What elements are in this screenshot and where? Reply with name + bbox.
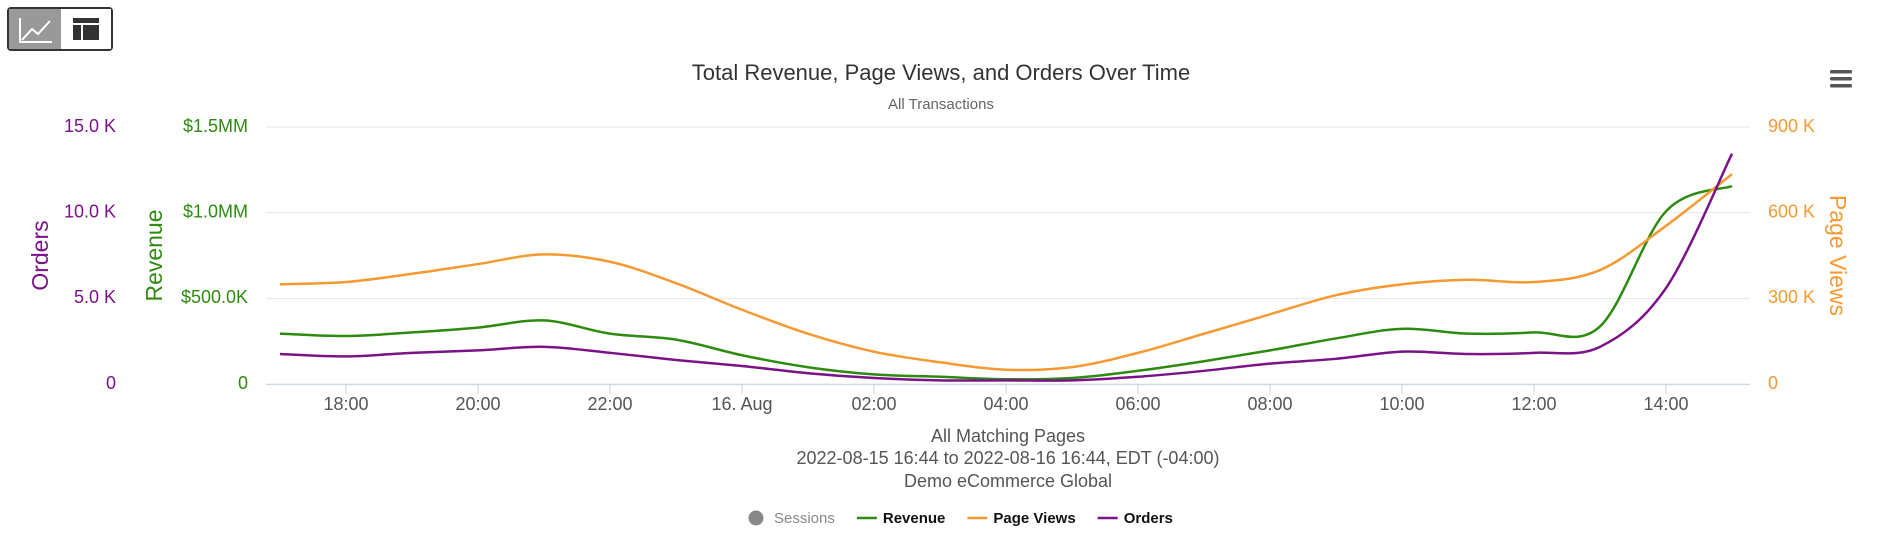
chart-title: Total Revenue, Page Views, and Orders Ov… [692,60,1191,85]
legend-item[interactable]: Page Views [967,510,1076,527]
chart-subtitle: All Transactions [888,96,994,113]
series-line [279,153,1734,382]
x-tick-label: 10:00 [1379,394,1424,414]
legend-item[interactable]: Revenue [856,510,946,527]
legend-label: Sessions [774,510,835,527]
view-toolbar [7,7,113,51]
x-tick-label: 02:00 [851,394,896,414]
y-tick-label: $500.0K [181,287,248,307]
y-tick-label: 10.0 K [64,201,116,221]
y-tick-label: 0 [106,373,116,393]
y-axis-title: Page Views [1825,195,1851,316]
y-axis-title: Orders [27,220,53,290]
y-tick-label: 0 [1768,373,1778,393]
table-icon [73,25,81,40]
footer-line: Demo eCommerce Global [904,471,1112,491]
legend-symbol [748,510,764,526]
x-tick-label: 20:00 [455,394,500,414]
x-tick-label: 08:00 [1247,394,1292,414]
y-tick-label: $1.5MM [183,116,248,136]
series-line [279,173,1733,372]
menu-button[interactable] [1830,70,1852,88]
x-tick-label: 06:00 [1115,394,1160,414]
y-tick-label: $1.0MM [183,201,248,221]
legend-item[interactable]: Sessions [748,510,835,527]
menu-bar[interactable] [1830,70,1852,74]
legend-label: Page Views [993,510,1075,527]
footer-line: All Matching Pages [931,426,1085,446]
menu-bar[interactable] [1830,84,1852,88]
legend-item[interactable]: Orders [1097,510,1173,527]
table-icon [83,25,99,40]
x-tick-label: 14:00 [1643,394,1688,414]
legend-label: Orders [1124,510,1173,527]
chart-icon-axis [19,18,52,43]
y-tick-label: 300 K [1768,287,1815,307]
x-tick-label: 12:00 [1511,394,1556,414]
menu-bar[interactable] [1830,77,1852,81]
table-view-button[interactable] [62,9,111,49]
x-tick-label: 04:00 [983,394,1028,414]
legend-label: Revenue [883,510,946,527]
y-tick-label: 5.0 K [74,287,116,307]
y-axis-title: Revenue [141,209,167,301]
footer-line: 2022-08-15 16:44 to 2022-08-16 16:44, ED… [797,448,1220,468]
x-tick-label: 16. Aug [711,394,772,414]
y-tick-label: 900 K [1768,116,1815,136]
y-tick-label: 0 [238,373,248,393]
x-tick-label: 18:00 [323,394,368,414]
y-tick-label: 600 K [1768,201,1815,221]
table-icon [73,18,99,23]
y-tick-label: 15.0 K [64,116,116,136]
chart-icon [21,20,51,41]
x-tick-label: 22:00 [587,394,632,414]
